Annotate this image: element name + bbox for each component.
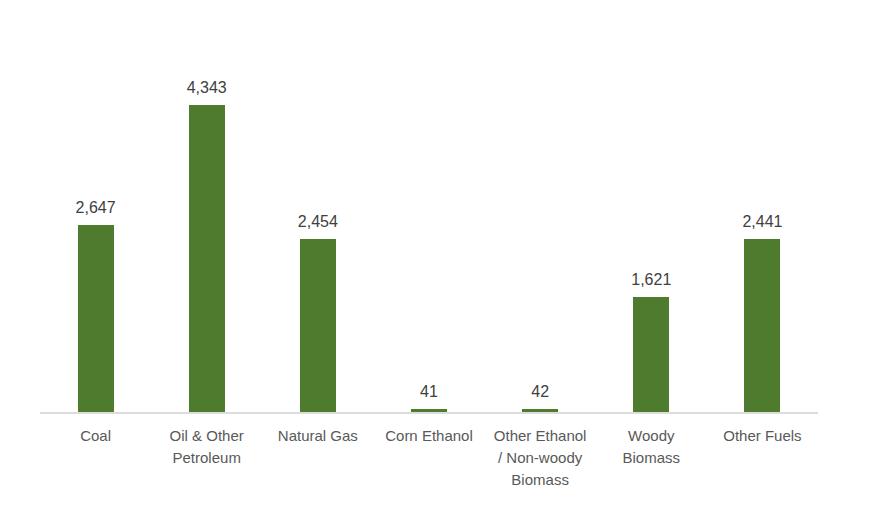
bar bbox=[411, 409, 447, 412]
x-axis-category-label-line: Other Fuels bbox=[707, 425, 818, 447]
bar bbox=[633, 297, 669, 412]
x-axis-category-label-line: Biomass bbox=[485, 469, 596, 491]
bar-value-label: 2,454 bbox=[298, 213, 338, 231]
bar bbox=[744, 239, 780, 412]
bar-value-label: 2,647 bbox=[76, 199, 116, 217]
x-axis-category-label-line: Natural Gas bbox=[262, 425, 373, 447]
x-axis-category-label: Corn Ethanol bbox=[373, 425, 484, 491]
bar bbox=[78, 225, 114, 412]
bar-value-label: 4,343 bbox=[187, 79, 227, 97]
bar-value-label: 42 bbox=[531, 383, 549, 401]
bar-value-label: 1,621 bbox=[631, 271, 671, 289]
x-axis-category-label: WoodyBiomass bbox=[596, 425, 707, 491]
x-axis-category-label-line: Woody bbox=[596, 425, 707, 447]
x-axis-category-label: Coal bbox=[40, 425, 151, 491]
bar-column: 1,621 bbox=[596, 271, 707, 412]
x-axis-category-label-line: Other Ethanol bbox=[485, 425, 596, 447]
bar-chart: 2,647 4,343 2,454 41 42 1,621 2,441 CoalOil & … bbox=[40, 0, 818, 491]
x-axis-category-label-line: / Non-woody bbox=[485, 447, 596, 469]
x-axis-category-label-line: Biomass bbox=[596, 447, 707, 469]
bar-column: 2,441 bbox=[707, 213, 818, 412]
bar-column: 4,343 bbox=[151, 79, 262, 412]
bar-value-label: 2,441 bbox=[742, 213, 782, 231]
bar bbox=[522, 409, 558, 412]
bar-column: 2,454 bbox=[262, 213, 373, 412]
chart-canvas: 2,647 4,343 2,454 41 42 1,621 2,441 CoalOil & … bbox=[0, 0, 874, 506]
plot-area: 2,647 4,343 2,454 41 42 1,621 2,441 bbox=[40, 0, 818, 414]
x-axis-labels: CoalOil & OtherPetroleumNatural GasCorn … bbox=[40, 425, 818, 491]
x-axis-category-label-line: Oil & Other bbox=[151, 425, 262, 447]
x-axis-category-label-line: Petroleum bbox=[151, 447, 262, 469]
x-axis-category-label: Other Ethanol/ Non-woodyBiomass bbox=[485, 425, 596, 491]
x-axis-category-label-line: Corn Ethanol bbox=[373, 425, 484, 447]
bar-column: 2,647 bbox=[40, 199, 151, 412]
x-axis-category-label: Oil & OtherPetroleum bbox=[151, 425, 262, 491]
x-axis-category-label-line: Coal bbox=[40, 425, 151, 447]
bar-column: 42 bbox=[485, 383, 596, 412]
x-axis-category-label: Natural Gas bbox=[262, 425, 373, 491]
bar bbox=[189, 105, 225, 412]
bar-column: 41 bbox=[373, 383, 484, 412]
bar bbox=[300, 239, 336, 412]
bar-value-label: 41 bbox=[420, 383, 438, 401]
x-axis-category-label: Other Fuels bbox=[707, 425, 818, 491]
